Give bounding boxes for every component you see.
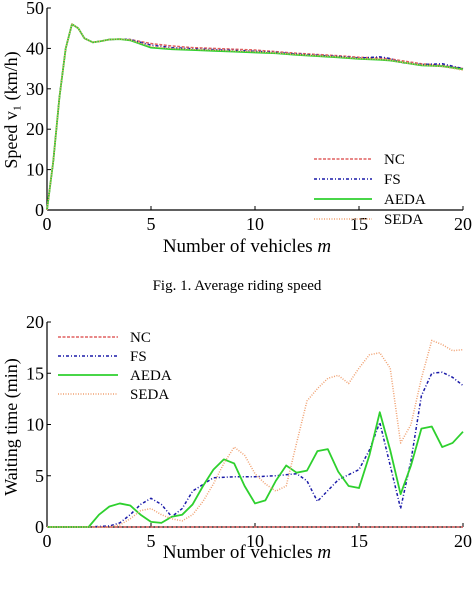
legend: NC FS AEDA SEDA	[314, 152, 426, 228]
y-tick-label: 15	[26, 363, 44, 383]
x-tick-label: 10	[246, 214, 264, 234]
speed-chart: Speed v₁ (km/h) Number of vehicles m 0 5 1…	[1, 0, 472, 257]
legend-label-nc: NC	[130, 330, 151, 346]
legend-label-fs: FS	[130, 349, 147, 365]
legend-label-seda: SEDA	[384, 212, 423, 228]
legend: NC FS AEDA SEDA	[58, 330, 172, 403]
x-axis-label: Number of vehicles m	[163, 542, 331, 563]
y-tick-label: 0	[35, 200, 44, 220]
y-tick-label: 5	[35, 466, 44, 486]
series-line-aeda	[46, 23, 464, 211]
x-tick-label: 20	[454, 214, 472, 234]
series-line-seda	[47, 339, 464, 528]
x-tick-label: 15	[350, 214, 368, 234]
legend-label-aeda: AEDA	[130, 368, 172, 384]
x-axis-label: Number of vehicles m	[163, 236, 331, 257]
x-tick-label: 20	[454, 531, 472, 551]
legend-label-seda: SEDA	[130, 387, 169, 403]
y-tick-label: 40	[26, 38, 44, 58]
x-tick-label: 5	[147, 531, 156, 551]
series-line-aeda	[47, 411, 464, 528]
series-line-fs	[47, 371, 464, 528]
x-tick-label: 10	[246, 531, 264, 551]
y-axis-label: Waiting time (min)	[1, 358, 22, 496]
x-tick-label: 0	[43, 531, 52, 551]
x-tick-label: 0	[43, 214, 52, 234]
legend-label-aeda: AEDA	[384, 192, 426, 208]
y-tick-label: 0	[35, 517, 44, 537]
x-tick-label: 5	[147, 214, 156, 234]
figure-caption: Fig. 1. Average riding speed	[153, 278, 322, 294]
legend-label-fs: FS	[384, 172, 401, 188]
waiting-time-chart: Waiting time (min) Number of vehicles m …	[1, 312, 472, 563]
y-tick-label: 10	[26, 160, 44, 180]
y-tick-label: 20	[26, 119, 44, 139]
legend-label-nc: NC	[384, 152, 405, 168]
series-line-seda	[46, 23, 464, 211]
y-tick-label: 30	[26, 79, 44, 99]
y-tick-label: 20	[26, 312, 44, 332]
y-tick-label: 50	[26, 0, 44, 18]
y-tick-label: 10	[26, 415, 44, 435]
x-tick-label: 15	[350, 531, 368, 551]
y-axis-label: Speed v₁ (km/h)	[1, 51, 22, 168]
